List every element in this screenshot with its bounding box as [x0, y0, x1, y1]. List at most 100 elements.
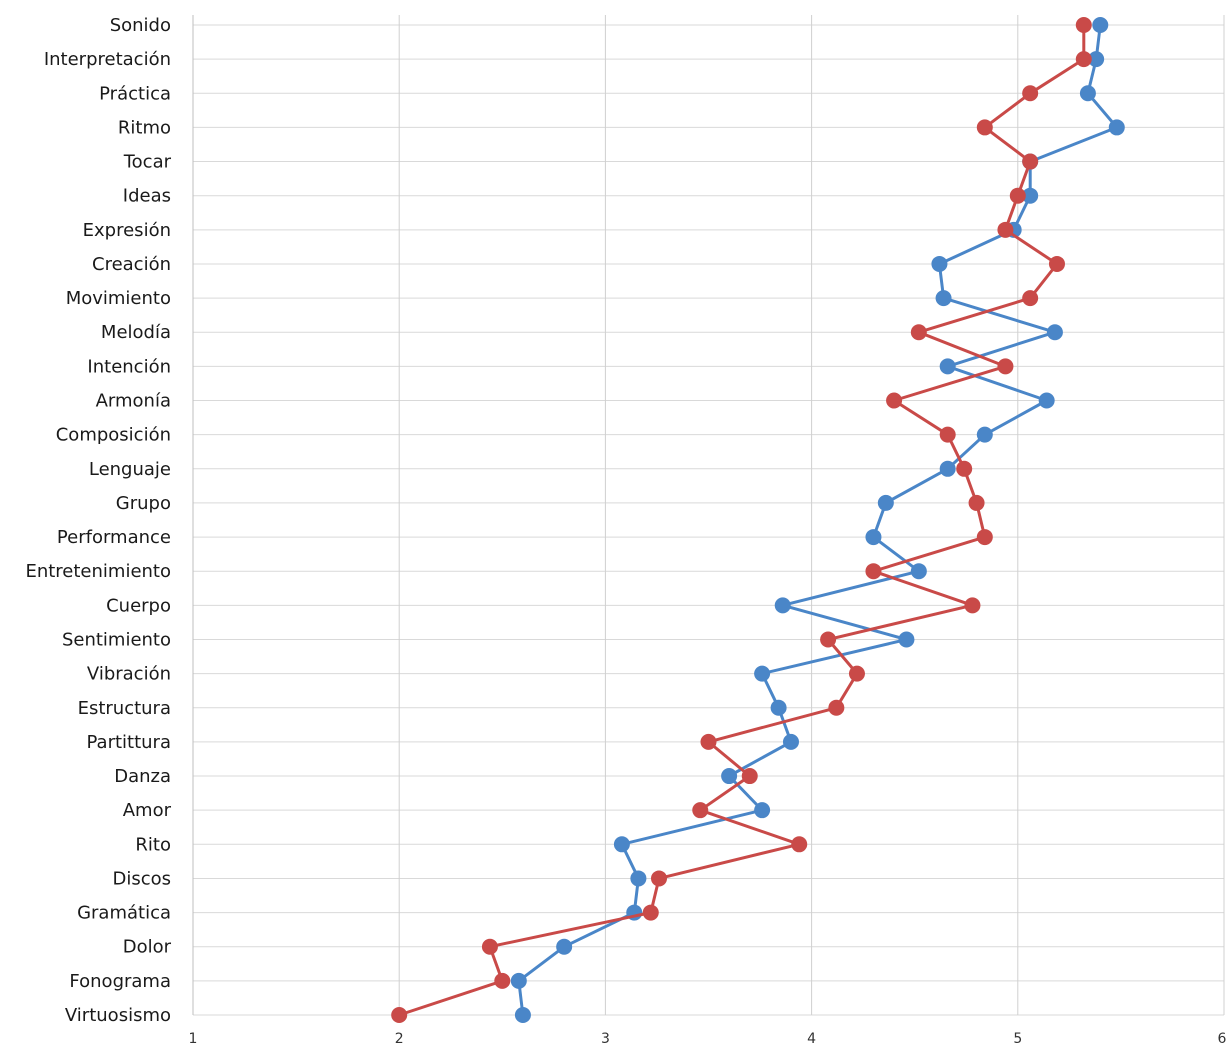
x-tick-label: 1 — [189, 1031, 198, 1047]
x-tick-label: 5 — [1013, 1031, 1022, 1047]
series-point — [935, 290, 952, 307]
x-tick-label: 4 — [807, 1031, 816, 1047]
series-point — [848, 665, 865, 682]
x-tick-label: 6 — [1218, 1031, 1227, 1047]
category-label: Amor — [123, 800, 172, 821]
series-point — [1022, 85, 1039, 102]
series-point — [939, 358, 956, 375]
series-2 — [391, 17, 1092, 1023]
series-point — [939, 460, 956, 477]
series-point — [1022, 290, 1039, 307]
series-point — [1079, 85, 1096, 102]
series-point — [968, 494, 985, 511]
series-point — [976, 119, 993, 136]
category-label: Dolor — [123, 937, 172, 958]
category-label: Intención — [87, 356, 171, 377]
series-point — [910, 563, 927, 580]
series-point — [865, 529, 882, 546]
category-label: Fonograma — [69, 971, 171, 992]
series-point — [886, 392, 903, 409]
series-point — [556, 938, 573, 955]
series-point — [976, 529, 993, 546]
series-point — [782, 733, 799, 750]
x-tick-label: 3 — [601, 1031, 610, 1047]
series-point — [997, 358, 1014, 375]
category-labels: Sonido Interpretación Práctica Ritmo Tocar Id… — [25, 15, 171, 1026]
series-point — [770, 699, 787, 716]
x-tick-labels: 1 2 3 4 5 6 — [189, 1031, 1227, 1047]
series-point — [481, 938, 498, 955]
series-point — [642, 904, 659, 921]
category-label: Discos — [112, 868, 171, 889]
category-label: Melodía — [101, 322, 171, 343]
series-point — [1048, 255, 1065, 272]
series-point — [514, 1007, 531, 1023]
category-label: Gramática — [77, 903, 171, 924]
category-label: Sentimiento — [62, 629, 171, 650]
category-label: Partittura — [87, 732, 172, 753]
category-label: Grupo — [116, 493, 171, 514]
series-point — [964, 597, 981, 614]
series-point — [1022, 153, 1039, 170]
series-point — [651, 870, 668, 887]
series-point — [939, 426, 956, 443]
series-layer — [391, 17, 1125, 1023]
series-point — [956, 460, 973, 477]
series-point — [754, 665, 771, 682]
category-label: Danza — [114, 766, 171, 787]
category-label: Entretenimiento — [25, 561, 171, 582]
series-point — [1009, 187, 1026, 204]
series-1 — [510, 17, 1125, 1023]
series-point — [754, 802, 771, 819]
category-label: Cuerpo — [106, 595, 171, 616]
category-label: Expresión — [83, 220, 171, 241]
category-label: Armonía — [96, 391, 171, 412]
category-label: Tocar — [123, 152, 172, 173]
series-point — [741, 768, 758, 785]
category-label: Virtuosismo — [65, 1005, 171, 1026]
series-point — [910, 324, 927, 341]
series-point — [877, 494, 894, 511]
series-point — [820, 631, 837, 648]
category-label: Ritmo — [118, 117, 171, 138]
category-label: Estructura — [78, 698, 171, 719]
category-label: Sonido — [110, 15, 171, 36]
series-point — [774, 597, 791, 614]
series-point — [931, 255, 948, 272]
series-point — [997, 221, 1014, 238]
category-label: Creación — [92, 254, 171, 275]
series-point — [1046, 324, 1063, 341]
grid-layer — [192, 15, 1225, 1016]
series-point — [494, 972, 511, 989]
category-label: Vibración — [87, 664, 171, 685]
series-point — [1075, 51, 1092, 68]
series-point — [865, 563, 882, 580]
series-point — [1108, 119, 1125, 136]
category-label: Lenguaje — [89, 459, 171, 480]
category-label: Interpretación — [44, 49, 171, 70]
series-point — [1038, 392, 1055, 409]
series-point — [791, 836, 808, 853]
series-point — [898, 631, 915, 648]
category-label: Movimiento — [66, 288, 171, 309]
category-label: Composición — [56, 425, 171, 446]
x-tick-label: 2 — [395, 1031, 404, 1047]
series-point — [1092, 17, 1109, 33]
series-point — [1088, 51, 1105, 68]
series-point — [613, 836, 630, 853]
series-point — [630, 870, 647, 887]
series-point — [391, 1007, 408, 1023]
category-label: Rito — [135, 834, 171, 855]
series-point — [700, 733, 717, 750]
series-point — [721, 768, 738, 785]
series-point — [976, 426, 993, 443]
series-line — [398, 25, 1086, 1017]
category-label: Ideas — [123, 186, 171, 207]
series-point — [1075, 17, 1092, 33]
category-label: Práctica — [99, 83, 171, 104]
series-point — [1022, 187, 1039, 204]
series-point — [692, 802, 709, 819]
series-point — [510, 972, 527, 989]
